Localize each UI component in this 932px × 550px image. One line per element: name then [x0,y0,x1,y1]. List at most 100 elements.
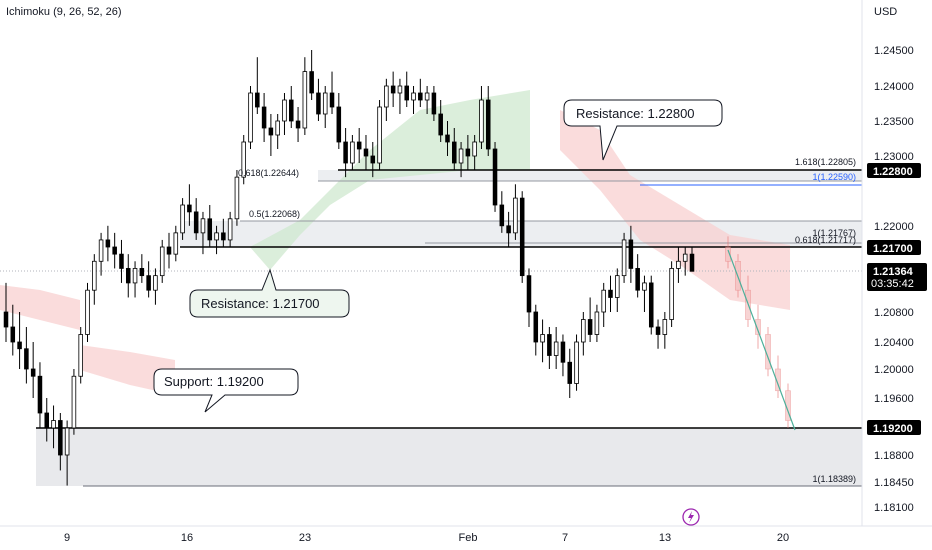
candle[interactable] [302,57,308,135]
candle[interactable] [445,121,450,156]
candle[interactable] [153,268,158,305]
candle[interactable] [567,348,573,398]
candle[interactable] [295,107,301,142]
candle[interactable] [404,71,410,107]
candle[interactable] [411,86,416,114]
candle[interactable] [261,93,267,142]
candle[interactable] [615,268,620,312]
indicator-label[interactable]: Ichimoku (9, 26, 52, 26) [6,6,122,18]
candle[interactable] [234,170,240,226]
candle[interactable] [662,312,668,349]
candle[interactable] [581,312,586,356]
candle[interactable] [397,78,403,114]
candle[interactable] [125,254,131,298]
candle[interactable] [438,100,443,142]
candle[interactable] [112,232,117,269]
candle[interactable] [173,225,179,262]
candle[interactable] [132,261,138,298]
time-axis[interactable]: 9 16 23 Feb 7 13 20 [64,532,789,544]
candle[interactable] [119,239,124,283]
candle[interactable] [166,232,172,269]
trend-projection-line[interactable] [727,249,796,431]
candle[interactable] [92,254,97,305]
candle[interactable] [431,86,437,121]
callout-resistance-122800[interactable]: Resistance: 1.22800 [563,99,723,161]
candle[interactable] [587,297,593,342]
candle[interactable] [51,405,56,449]
candle[interactable] [418,78,423,107]
candle[interactable] [628,225,634,283]
candle[interactable] [241,135,246,185]
candle[interactable] [30,342,36,398]
candle[interactable] [282,93,287,135]
candle[interactable] [10,304,16,356]
candle[interactable] [635,254,640,298]
candle[interactable] [472,135,477,170]
candle[interactable] [336,93,342,149]
candle[interactable] [316,78,321,121]
candle[interactable] [44,398,50,442]
candle[interactable] [350,135,355,170]
candle[interactable] [452,128,457,170]
lightning-icon[interactable] [682,508,700,526]
candle[interactable] [214,225,219,255]
candle[interactable] [268,114,274,156]
candle[interactable] [370,142,376,178]
candle[interactable] [275,114,280,149]
candle[interactable] [424,86,430,114]
candle[interactable] [207,205,213,247]
candle[interactable] [159,239,165,283]
candle[interactable] [485,86,491,156]
candle[interactable] [601,282,606,327]
candle[interactable] [248,86,253,149]
candle[interactable] [343,128,348,178]
candle[interactable] [492,142,498,212]
candle[interactable] [540,319,545,363]
candle[interactable] [513,184,518,240]
candle[interactable] [180,198,185,240]
candle[interactable] [669,261,674,327]
candle[interactable] [37,362,43,428]
candle[interactable] [78,327,83,384]
candle[interactable] [139,254,145,283]
candle[interactable] [519,191,525,283]
candle[interactable] [221,218,226,247]
candle[interactable] [187,184,192,226]
candle[interactable] [24,327,29,384]
candle[interactable] [384,78,389,121]
candle[interactable] [356,128,362,163]
candle[interactable] [322,86,328,128]
candle[interactable] [390,71,396,107]
candle[interactable] [499,191,505,233]
candle[interactable] [227,211,233,247]
candle[interactable] [526,268,532,327]
candle[interactable] [458,142,464,178]
candle[interactable] [621,232,627,283]
candle[interactable] [594,304,600,342]
candle[interactable] [288,86,294,128]
candle[interactable] [146,261,151,298]
candle[interactable] [105,225,111,262]
candle[interactable] [200,211,206,255]
candle[interactable] [71,369,77,435]
candle[interactable] [98,232,104,276]
candle[interactable] [329,71,335,114]
candle[interactable] [533,304,539,356]
candle[interactable] [655,319,661,349]
candle[interactable] [642,275,647,312]
candle[interactable] [64,420,70,486]
candle[interactable] [648,275,654,335]
callout-support-119200[interactable]: Support: 1.19200 [153,368,299,413]
candle[interactable] [3,282,9,342]
candle[interactable] [17,312,22,369]
candle[interactable] [58,413,63,471]
candle[interactable] [465,135,471,170]
candle[interactable] [479,86,484,149]
candle[interactable] [608,275,613,312]
candle[interactable] [689,247,695,272]
candle[interactable] [255,57,260,114]
candle[interactable] [506,211,511,247]
candle[interactable] [553,327,559,369]
candle[interactable] [682,247,688,276]
